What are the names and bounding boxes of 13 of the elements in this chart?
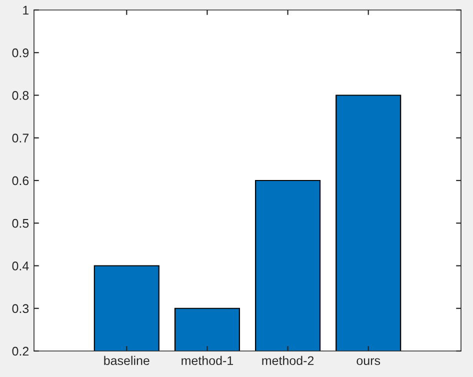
- x-tick-label: method-1: [182, 356, 234, 366]
- y-tick-label: 0.5: [12, 218, 29, 228]
- y-tick-label: 0.4: [12, 262, 29, 270]
- y-tick-label: 0.2: [12, 346, 29, 356]
- y-tick-label: 0.3: [12, 304, 29, 314]
- y-tick-label: 0.8: [12, 91, 29, 100]
- y-tick-label: 0.9: [12, 48, 29, 58]
- y-tick-label: 0.6: [12, 176, 29, 186]
- y-tick-label: 1: [23, 6, 29, 15]
- x-tick-label: method-2: [262, 356, 314, 366]
- y-tick-label: 0.7: [12, 134, 29, 143]
- x-tick-label: ours: [356, 358, 380, 366]
- x-tick-label: baseline: [104, 356, 150, 366]
